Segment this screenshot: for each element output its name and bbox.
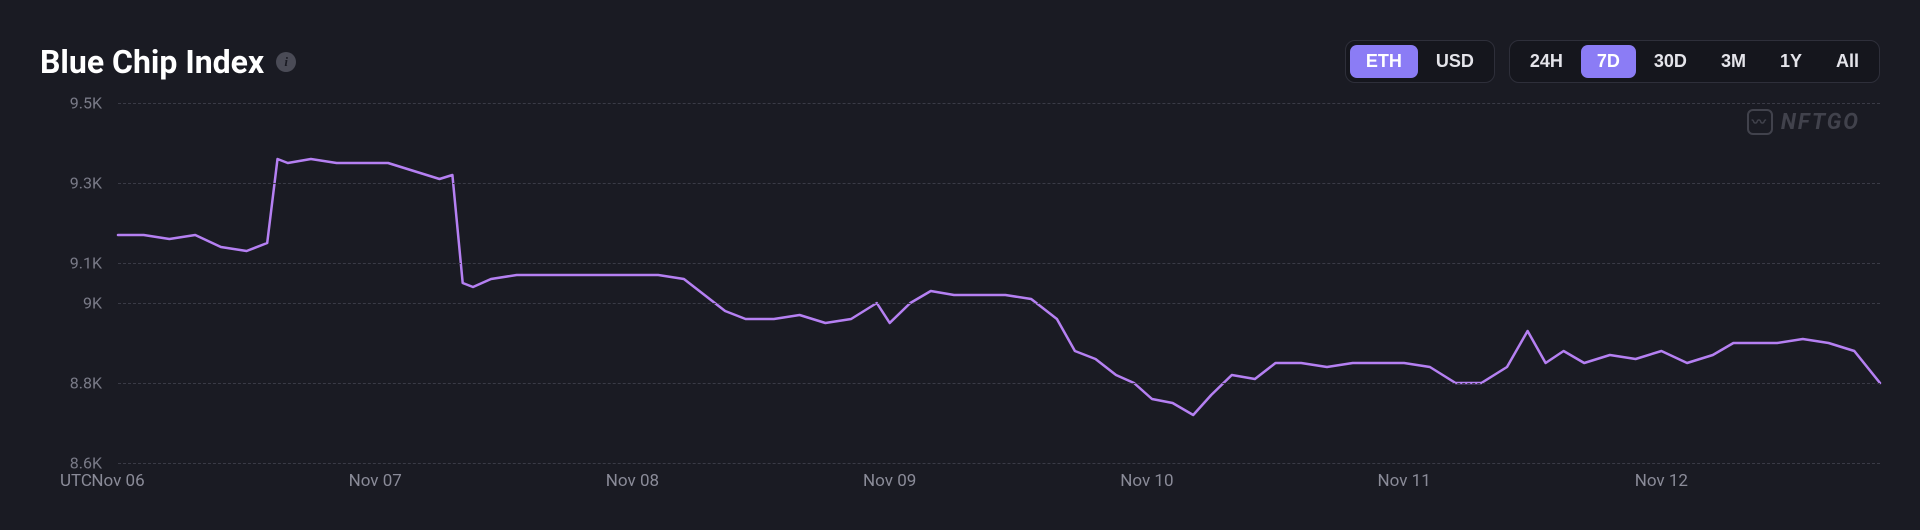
line-chart-svg — [118, 103, 1880, 463]
info-icon[interactable]: i — [276, 52, 296, 72]
grid-line — [118, 103, 1880, 104]
range-option-1y[interactable]: 1Y — [1764, 45, 1818, 78]
range-option-3m[interactable]: 3M — [1705, 45, 1762, 78]
grid-line — [118, 183, 1880, 184]
range-option-all[interactable]: All — [1820, 45, 1875, 78]
y-axis: 8.6K8.8K9K9.1K9.3K9.5K — [30, 103, 110, 463]
currency-option-usd[interactable]: USD — [1420, 45, 1490, 78]
series-line — [118, 159, 1880, 415]
grid-line — [118, 303, 1880, 304]
title-wrap: Blue Chip Index i — [40, 43, 296, 81]
x-tick-label: Nov 06 — [91, 471, 144, 491]
y-tick-label: 8.8K — [70, 374, 102, 393]
y-tick-label: 9K — [83, 294, 102, 313]
y-tick-label: 9.5K — [70, 94, 102, 113]
x-tick-label: Nov 10 — [1120, 471, 1173, 491]
x-tick-label: Nov 11 — [1377, 471, 1430, 491]
x-axis: UTC Nov 06 Nov 07 Nov 08 Nov 09 Nov 10 Nov 11… — [30, 463, 1880, 503]
currency-toggle: ETHUSD — [1345, 40, 1495, 83]
chart-header: Blue Chip Index i ETHUSD 24H7D30D3M1YAll — [30, 40, 1890, 83]
x-tick-label: Nov 08 — [606, 471, 659, 491]
x-tick-label: Nov 12 — [1635, 471, 1688, 491]
chart-panel: Blue Chip Index i ETHUSD 24H7D30D3M1YAll… — [0, 0, 1920, 530]
range-option-7d[interactable]: 7D — [1581, 45, 1636, 78]
y-tick-label: 9.3K — [70, 174, 102, 193]
x-tick-label: Nov 07 — [349, 471, 402, 491]
range-option-30d[interactable]: 30D — [1638, 45, 1703, 78]
x-tick-label: Nov 09 — [863, 471, 916, 491]
currency-option-eth[interactable]: ETH — [1350, 45, 1418, 78]
grid-line — [118, 263, 1880, 264]
utc-label: UTC — [60, 471, 92, 491]
range-option-24h[interactable]: 24H — [1514, 45, 1579, 78]
grid-line — [118, 383, 1880, 384]
chart-area: 8.6K8.8K9K9.1K9.3K9.5K 〰 NFTGO UTC Nov 0… — [30, 103, 1890, 503]
chart-title: Blue Chip Index — [40, 43, 264, 81]
plot-area: 〰 NFTGO — [118, 103, 1880, 463]
y-tick-label: 9.1K — [70, 254, 102, 273]
chart-controls: ETHUSD 24H7D30D3M1YAll — [1345, 40, 1880, 83]
range-toggle: 24H7D30D3M1YAll — [1509, 40, 1880, 83]
